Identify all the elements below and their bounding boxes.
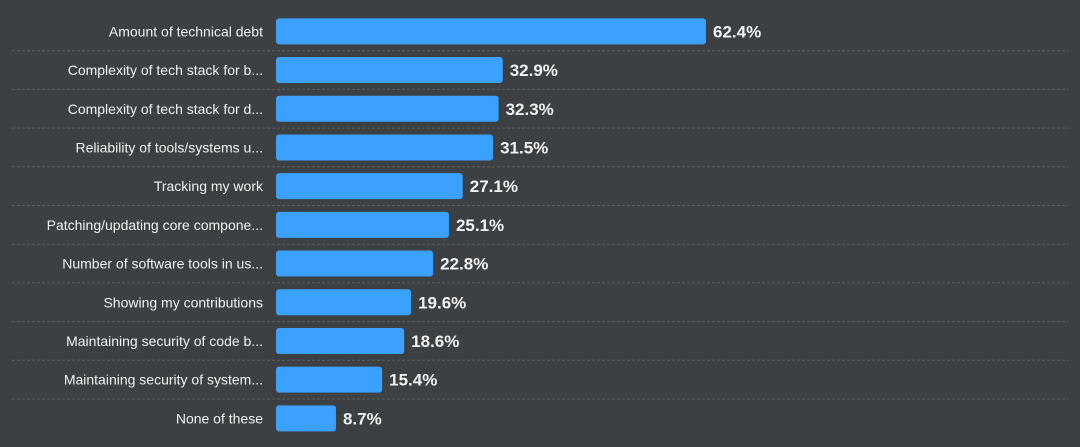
value-label: 27.1% <box>470 177 518 196</box>
bar[interactable] <box>276 289 412 316</box>
value-label: 8.7% <box>343 409 382 428</box>
category-label: Reliability of tools/systems u... <box>75 139 263 155</box>
category-label: Maintaining security of system... <box>64 372 263 388</box>
value-label: 15.4% <box>389 371 437 390</box>
category-label: None of these <box>176 410 263 426</box>
value-label: 25.1% <box>456 216 504 235</box>
category-label: Tracking my work <box>154 178 264 194</box>
value-label: 32.3% <box>506 100 554 119</box>
category-label: Showing my contributions <box>103 294 263 310</box>
category-label: Maintaining security of code b... <box>66 333 263 349</box>
bar[interactable] <box>276 57 503 84</box>
bar[interactable] <box>276 211 449 238</box>
value-label: 32.9% <box>510 61 558 80</box>
bar[interactable] <box>276 250 434 277</box>
row-separators <box>12 50 1068 400</box>
bar[interactable] <box>276 95 499 122</box>
category-label: Patching/updating core compone... <box>47 217 263 233</box>
bar[interactable] <box>276 405 336 432</box>
value-label: 18.6% <box>411 332 459 351</box>
category-label: Complexity of tech stack for d... <box>68 101 263 117</box>
value-label: 22.8% <box>440 255 488 274</box>
value-label: 62.4% <box>713 22 761 41</box>
category-labels: Amount of technical debt Complexity of te… <box>47 23 264 426</box>
bar[interactable] <box>276 134 494 161</box>
category-label: Amount of technical debt <box>109 23 263 39</box>
bar[interactable] <box>276 327 405 354</box>
value-labels: 62.4% 32.9% 32.3% 31.5% 27.1% 25.1% 22.8% 19.6%… <box>343 22 761 428</box>
value-label: 31.5% <box>500 138 548 157</box>
category-label: Number of software tools in us... <box>62 256 263 272</box>
category-label: Complexity of tech stack for b... <box>68 62 263 78</box>
bar[interactable] <box>276 173 463 200</box>
bars-group <box>276 18 706 432</box>
bar[interactable] <box>276 366 383 393</box>
bar[interactable] <box>276 18 706 45</box>
value-label: 19.6% <box>418 293 466 312</box>
